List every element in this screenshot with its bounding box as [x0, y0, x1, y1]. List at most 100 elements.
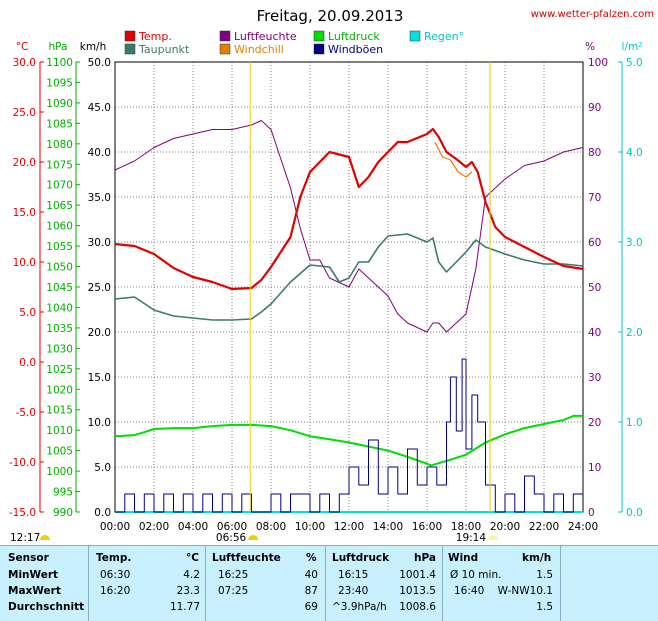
wind-tick-label: 20.0 [88, 327, 111, 339]
site-link[interactable]: www.wetter-pfalzen.com [531, 9, 654, 20]
wind-tick-label: 15.0 [88, 372, 111, 384]
rain-tick-label: 1.0 [626, 417, 643, 429]
legend-swatch [314, 31, 324, 41]
rain-tick-label: 0.0 [626, 507, 643, 519]
sunset-icon [488, 535, 498, 540]
pressure-unit: hPa [49, 41, 68, 53]
time-tick-label: 02:00 [139, 521, 169, 533]
temp-time: 16:20 [100, 585, 130, 597]
press-time: ^3.9hPa/h [332, 601, 387, 613]
moonrise-label: 12:17 [10, 532, 40, 544]
chart-title: Freitag, 20.09.2013 [257, 7, 404, 25]
legend-label: Regen° [424, 30, 464, 43]
pressure-tick-label: 1060 [46, 221, 73, 233]
humidity-tick-label: 60 [588, 237, 601, 249]
pressure-tick-label: 1015 [46, 405, 73, 417]
pressure-tick-label: 1010 [46, 425, 73, 437]
chart-axes: 30.025.020.015.010.05.00.0-5.0-10.0-15.0… [9, 57, 643, 533]
pressure-tick-label: 1000 [46, 466, 73, 478]
humidity-tick-label: 90 [588, 102, 601, 114]
header-press-unit: hPa [414, 552, 436, 564]
pressure-tick-label: 1045 [46, 282, 73, 294]
wind-tick-label: 45.0 [88, 102, 111, 114]
legend-label: Taupunkt [138, 43, 190, 56]
legend-label: Temp. [138, 30, 172, 43]
hum-value: 87 [305, 585, 318, 597]
series-line-taupunkt [115, 234, 583, 320]
header-wind-unit: km/h [522, 552, 551, 564]
sunset-label: 19:14 [456, 532, 487, 544]
table-row: Durchschnitt 11.77 69 ^3.9hPa/h 1008.6 1… [0, 601, 658, 615]
stats-table: Sensor Temp. °C Luftfeuchte % Luftdruck … [0, 545, 658, 621]
legend-swatch [220, 44, 230, 54]
temp-value: 23.3 [177, 585, 200, 597]
humidity-tick-label: 50 [588, 282, 601, 294]
wind-tick-label: 10.0 [88, 417, 111, 429]
pressure-tick-label: 1040 [46, 302, 73, 314]
wind-value: 1.5 [536, 601, 553, 613]
temp-tick-label: 30.0 [13, 57, 36, 69]
pressure-tick-label: 1005 [46, 446, 73, 458]
series-line-windben [115, 359, 583, 512]
header-sensor: Sensor [8, 552, 49, 564]
pressure-tick-label: 1025 [46, 364, 73, 376]
series-line-windchill [435, 142, 472, 177]
pressure-tick-label: 1090 [46, 98, 73, 110]
wind-label: Ø 10 min. [450, 569, 501, 581]
humidity-tick-label: 0 [588, 507, 595, 519]
legend-swatch [125, 31, 135, 41]
time-tick-label: 04:00 [178, 521, 208, 533]
press-value: 1001.4 [399, 569, 436, 581]
wind-tick-label: 30.0 [88, 237, 111, 249]
humidity-tick-label: 40 [588, 327, 601, 339]
pressure-tick-label: 1050 [46, 262, 73, 274]
humidity-tick-label: 10 [588, 462, 601, 474]
pressure-tick-label: 1070 [46, 180, 73, 192]
temp-tick-label: 15.0 [13, 207, 36, 219]
temp-tick-label: 25.0 [13, 107, 36, 119]
pressure-tick-label: 1075 [46, 159, 73, 171]
legend-swatch [314, 44, 324, 54]
hum-time: 16:25 [218, 569, 248, 581]
press-time: 23:40 [338, 585, 368, 597]
pressure-tick-label: 1085 [46, 118, 73, 130]
header-temp: Temp. [96, 552, 131, 564]
press-value: 1013.5 [399, 585, 436, 597]
legend-label: Windböen [328, 43, 383, 56]
header-press: Luftdruck [332, 552, 389, 564]
wind-label: 16:40 W-NW [454, 585, 530, 597]
time-tick-label: 16:00 [412, 521, 442, 533]
temp-value: 11.77 [170, 601, 200, 613]
time-tick-label: 10:00 [295, 521, 325, 533]
header-hum-unit: % [306, 552, 317, 564]
press-value: 1008.6 [399, 601, 436, 613]
temp-value: 4.2 [183, 569, 200, 581]
humidity-tick-label: 80 [588, 147, 601, 159]
legend-label: Luftfeuchte [234, 30, 297, 43]
pressure-tick-label: 1030 [46, 343, 73, 355]
pressure-tick-label: 1100 [46, 57, 73, 69]
time-tick-label: 12:00 [334, 521, 364, 533]
row-label: MaxWert [8, 585, 61, 597]
temp-tick-label: 20.0 [13, 157, 36, 169]
sunrise-label: 06:56 [216, 532, 247, 544]
temp-tick-label: 0.0 [19, 357, 36, 369]
temp-tick-label: -5.0 [16, 407, 37, 419]
pressure-tick-label: 1055 [46, 241, 73, 253]
temp-time: 06:30 [100, 569, 130, 581]
pressure-tick-label: 1020 [46, 384, 73, 396]
pressure-tick-label: 1095 [46, 77, 73, 89]
time-tick-label: 08:00 [256, 521, 286, 533]
wind-tick-label: 25.0 [88, 282, 111, 294]
wind-value: 1.5 [536, 569, 553, 581]
wind-tick-label: 35.0 [88, 192, 111, 204]
legend-swatch [410, 31, 420, 41]
table-row: MaxWert 16:20 23.3 07:25 87 23:40 1013.5… [0, 585, 658, 599]
time-tick-label: 24:00 [568, 521, 598, 533]
temp-tick-label: -10.0 [9, 457, 36, 469]
header-hum: Luftfeuchte [212, 552, 281, 564]
wind-tick-label: 50.0 [88, 57, 111, 69]
